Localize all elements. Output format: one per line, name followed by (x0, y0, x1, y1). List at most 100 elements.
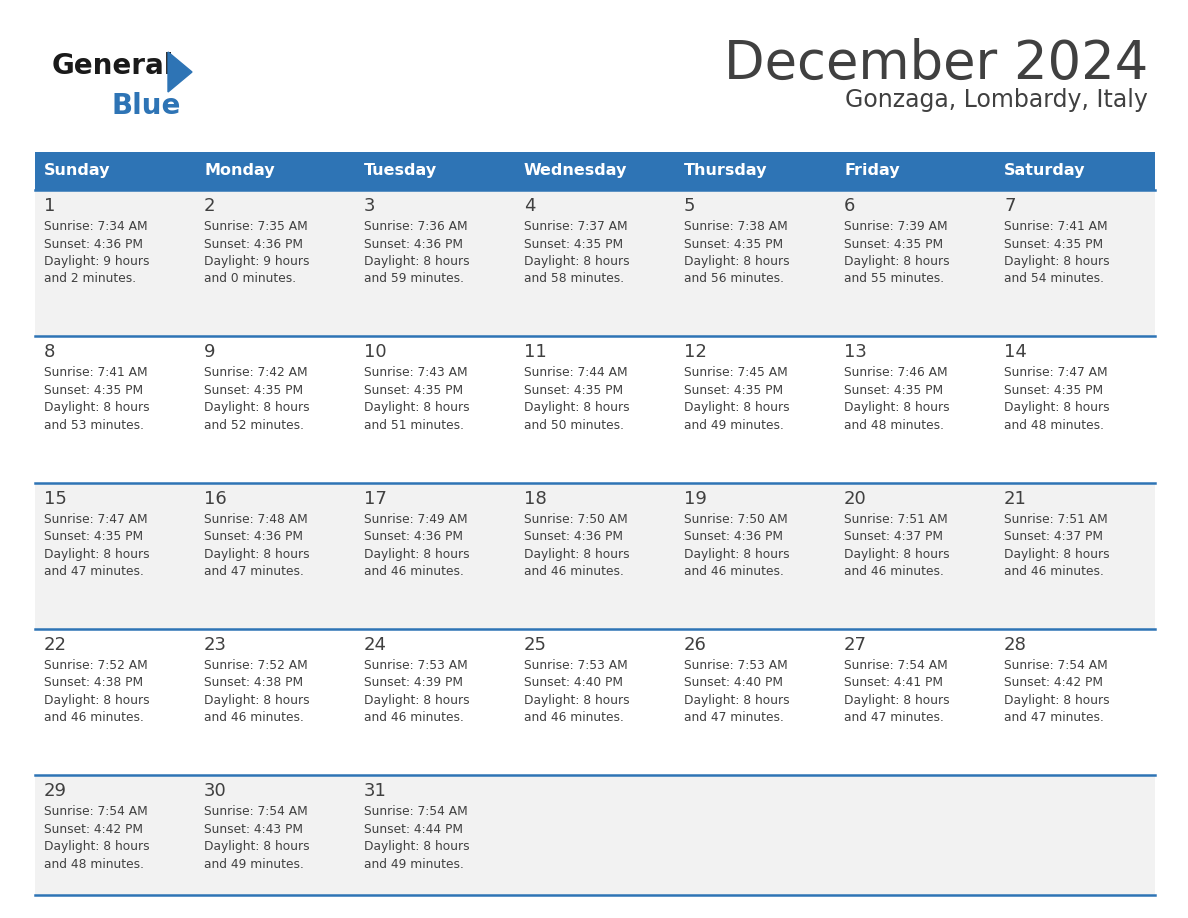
Text: Daylight: 8 hours: Daylight: 8 hours (1004, 547, 1110, 561)
Text: 9: 9 (204, 343, 215, 362)
Text: Daylight: 8 hours: Daylight: 8 hours (44, 840, 150, 853)
Text: 27: 27 (843, 636, 867, 654)
Text: Sunset: 4:36 PM: Sunset: 4:36 PM (524, 530, 623, 543)
Text: and 59 minutes.: and 59 minutes. (364, 273, 465, 285)
Text: Sunset: 4:36 PM: Sunset: 4:36 PM (684, 530, 783, 543)
Text: 24: 24 (364, 636, 387, 654)
Text: Sunset: 4:35 PM: Sunset: 4:35 PM (524, 384, 624, 397)
Text: and 0 minutes.: and 0 minutes. (204, 273, 296, 285)
Text: 14: 14 (1004, 343, 1026, 362)
Text: Daylight: 8 hours: Daylight: 8 hours (44, 694, 150, 707)
Text: Sunset: 4:40 PM: Sunset: 4:40 PM (524, 677, 623, 689)
Text: Sunset: 4:39 PM: Sunset: 4:39 PM (364, 677, 463, 689)
Text: Sunset: 4:40 PM: Sunset: 4:40 PM (684, 677, 783, 689)
Text: General: General (52, 52, 175, 80)
Text: and 55 minutes.: and 55 minutes. (843, 273, 944, 285)
Text: and 46 minutes.: and 46 minutes. (843, 565, 944, 578)
Text: 1: 1 (44, 197, 56, 215)
Text: Sunset: 4:37 PM: Sunset: 4:37 PM (1004, 530, 1102, 543)
Text: Daylight: 8 hours: Daylight: 8 hours (1004, 401, 1110, 414)
Text: Sunset: 4:42 PM: Sunset: 4:42 PM (1004, 677, 1102, 689)
Text: and 49 minutes.: and 49 minutes. (204, 857, 304, 870)
Text: 21: 21 (1004, 489, 1026, 508)
Text: Sunrise: 7:51 AM: Sunrise: 7:51 AM (843, 512, 948, 526)
Text: 16: 16 (204, 489, 227, 508)
Text: and 52 minutes.: and 52 minutes. (204, 419, 304, 431)
Text: Sunrise: 7:54 AM: Sunrise: 7:54 AM (1004, 659, 1107, 672)
Text: Friday: Friday (843, 163, 899, 178)
Text: Sunrise: 7:49 AM: Sunrise: 7:49 AM (364, 512, 468, 526)
Text: Sunrise: 7:34 AM: Sunrise: 7:34 AM (44, 220, 147, 233)
Text: Daylight: 8 hours: Daylight: 8 hours (44, 401, 150, 414)
Text: and 46 minutes.: and 46 minutes. (44, 711, 144, 724)
Text: Sunrise: 7:35 AM: Sunrise: 7:35 AM (204, 220, 308, 233)
Text: Sunrise: 7:44 AM: Sunrise: 7:44 AM (524, 366, 627, 379)
Bar (34, 190, 1155, 336)
Text: and 58 minutes.: and 58 minutes. (524, 273, 624, 285)
Text: and 53 minutes.: and 53 minutes. (44, 419, 144, 431)
Text: Sunset: 4:36 PM: Sunset: 4:36 PM (364, 530, 463, 543)
Text: Sunrise: 7:50 AM: Sunrise: 7:50 AM (524, 512, 627, 526)
Text: Sunset: 4:35 PM: Sunset: 4:35 PM (44, 530, 143, 543)
Text: Daylight: 8 hours: Daylight: 8 hours (524, 401, 630, 414)
Text: Daylight: 9 hours: Daylight: 9 hours (204, 255, 310, 268)
Text: 7: 7 (1004, 197, 1016, 215)
Text: Gonzaga, Lombardy, Italy: Gonzaga, Lombardy, Italy (845, 88, 1148, 112)
Text: and 48 minutes.: and 48 minutes. (843, 419, 944, 431)
Text: Sunset: 4:36 PM: Sunset: 4:36 PM (44, 238, 143, 251)
Text: Daylight: 8 hours: Daylight: 8 hours (204, 840, 310, 853)
Text: Sunrise: 7:47 AM: Sunrise: 7:47 AM (44, 512, 147, 526)
Text: 20: 20 (843, 489, 867, 508)
Text: Sunset: 4:43 PM: Sunset: 4:43 PM (204, 823, 303, 835)
Text: and 46 minutes.: and 46 minutes. (364, 565, 463, 578)
Text: and 51 minutes.: and 51 minutes. (364, 419, 465, 431)
Text: 23: 23 (204, 636, 227, 654)
Text: Sunset: 4:35 PM: Sunset: 4:35 PM (524, 238, 624, 251)
Text: Sunrise: 7:54 AM: Sunrise: 7:54 AM (44, 805, 147, 818)
Text: 30: 30 (204, 782, 227, 800)
Text: and 46 minutes.: and 46 minutes. (684, 565, 784, 578)
Text: Sunrise: 7:38 AM: Sunrise: 7:38 AM (684, 220, 788, 233)
Text: Daylight: 8 hours: Daylight: 8 hours (204, 694, 310, 707)
Text: Sunset: 4:35 PM: Sunset: 4:35 PM (364, 384, 463, 397)
Text: Daylight: 8 hours: Daylight: 8 hours (684, 694, 790, 707)
Text: and 47 minutes.: and 47 minutes. (1004, 711, 1104, 724)
Text: and 2 minutes.: and 2 minutes. (44, 273, 137, 285)
Text: Daylight: 8 hours: Daylight: 8 hours (364, 840, 469, 853)
Text: Daylight: 8 hours: Daylight: 8 hours (843, 401, 949, 414)
Text: Sunrise: 7:39 AM: Sunrise: 7:39 AM (843, 220, 948, 233)
Text: Sunrise: 7:46 AM: Sunrise: 7:46 AM (843, 366, 948, 379)
Text: 22: 22 (44, 636, 67, 654)
Text: Daylight: 8 hours: Daylight: 8 hours (524, 547, 630, 561)
Text: Daylight: 9 hours: Daylight: 9 hours (44, 255, 150, 268)
Text: Daylight: 8 hours: Daylight: 8 hours (684, 255, 790, 268)
Text: Sunrise: 7:41 AM: Sunrise: 7:41 AM (44, 366, 147, 379)
Text: Sunset: 4:35 PM: Sunset: 4:35 PM (684, 384, 783, 397)
Text: Sunset: 4:35 PM: Sunset: 4:35 PM (843, 384, 943, 397)
Text: Tuesday: Tuesday (364, 163, 437, 178)
Text: Sunset: 4:36 PM: Sunset: 4:36 PM (204, 238, 303, 251)
Text: 4: 4 (524, 197, 536, 215)
Text: 10: 10 (364, 343, 386, 362)
Text: Sunrise: 7:45 AM: Sunrise: 7:45 AM (684, 366, 788, 379)
Text: Daylight: 8 hours: Daylight: 8 hours (684, 547, 790, 561)
Text: Sunrise: 7:52 AM: Sunrise: 7:52 AM (204, 659, 308, 672)
Text: 31: 31 (364, 782, 387, 800)
Text: Sunset: 4:35 PM: Sunset: 4:35 PM (44, 384, 143, 397)
Text: Sunrise: 7:48 AM: Sunrise: 7:48 AM (204, 512, 308, 526)
Text: Daylight: 8 hours: Daylight: 8 hours (524, 255, 630, 268)
Text: and 54 minutes.: and 54 minutes. (1004, 273, 1104, 285)
Text: Sunset: 4:41 PM: Sunset: 4:41 PM (843, 677, 943, 689)
Text: Sunrise: 7:43 AM: Sunrise: 7:43 AM (364, 366, 468, 379)
Text: and 46 minutes.: and 46 minutes. (1004, 565, 1104, 578)
Text: Sunset: 4:35 PM: Sunset: 4:35 PM (684, 238, 783, 251)
Text: and 48 minutes.: and 48 minutes. (1004, 419, 1104, 431)
Text: and 49 minutes.: and 49 minutes. (364, 857, 463, 870)
Text: Sunrise: 7:54 AM: Sunrise: 7:54 AM (204, 805, 308, 818)
Text: and 46 minutes.: and 46 minutes. (204, 711, 304, 724)
Bar (34, 775, 1155, 895)
Text: Sunrise: 7:52 AM: Sunrise: 7:52 AM (44, 659, 147, 672)
Text: Sunset: 4:44 PM: Sunset: 4:44 PM (364, 823, 463, 835)
Text: and 46 minutes.: and 46 minutes. (364, 711, 463, 724)
Text: Sunrise: 7:53 AM: Sunrise: 7:53 AM (524, 659, 627, 672)
